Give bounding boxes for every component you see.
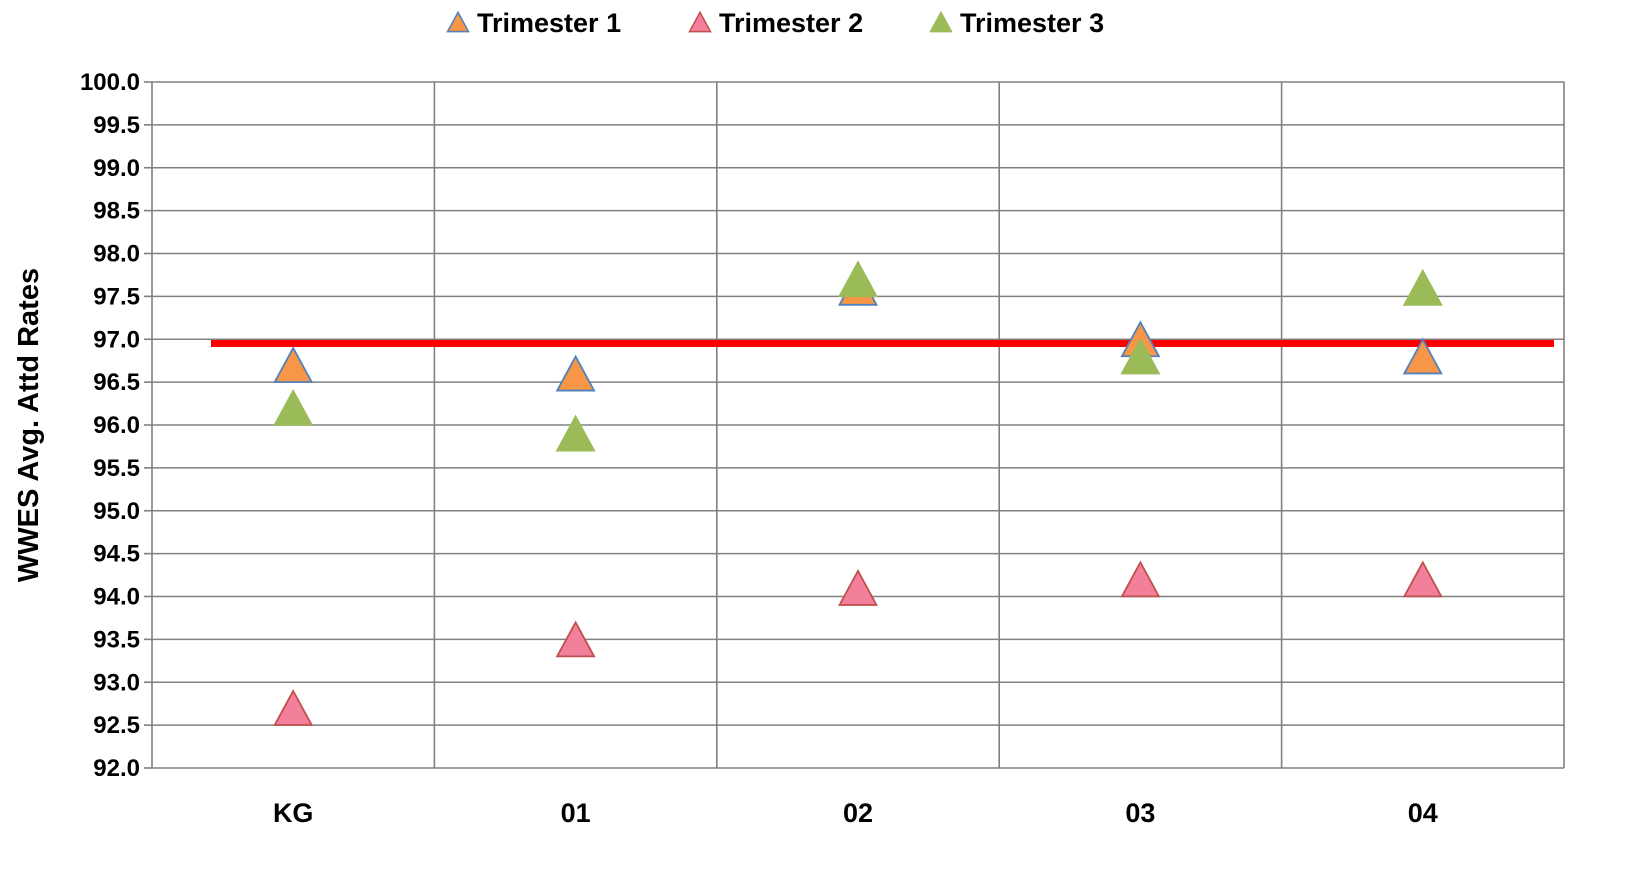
y-tick-label: 94.5 — [93, 541, 140, 568]
marker-trimester-3-04 — [1402, 268, 1443, 306]
y-tick-label: 95.5 — [93, 455, 140, 482]
y-tick-label: 93.5 — [93, 626, 140, 653]
y-tick-label: 98.5 — [93, 198, 140, 225]
legend-marker — [929, 10, 953, 33]
y-tick-label: 93.0 — [93, 669, 140, 696]
marker-trimester-2-03 — [1120, 560, 1161, 598]
marker-trimester-3-kg — [273, 388, 314, 426]
gridlines — [151, 81, 1565, 769]
data-markers — [273, 260, 1443, 726]
legend-marker — [446, 10, 470, 33]
marker-trimester-1-04 — [1402, 337, 1443, 375]
y-tick-label: 98.0 — [93, 241, 140, 268]
marker-trimester-3-03 — [1120, 337, 1161, 375]
y-tick-label: 95.0 — [93, 498, 140, 525]
y-tick-label: 92.5 — [93, 712, 140, 739]
x-tick-label: KG — [273, 798, 314, 828]
y-tick-label: 92.0 — [93, 755, 140, 782]
legend-label: Trimester 3 — [960, 8, 1104, 38]
y-tick-label: 97.0 — [93, 326, 140, 353]
x-tick-label: 02 — [843, 798, 873, 828]
marker-trimester-2-02 — [837, 569, 879, 606]
legend-label: Trimester 1 — [477, 8, 621, 38]
marker-trimester-2-04 — [1402, 560, 1443, 598]
marker-trimester-2-kg — [273, 689, 314, 726]
y-tick-label: 96.5 — [93, 369, 140, 396]
x-tick-label: 01 — [561, 798, 591, 828]
y-tick-label: 96.0 — [93, 412, 140, 439]
legend: Trimester 1 Trimester 2 Trimester 3 — [446, 8, 1104, 38]
y-tick-label: 99.0 — [93, 155, 140, 182]
legend-marker — [688, 10, 712, 33]
marker-trimester-1-kg — [273, 346, 314, 383]
marker-trimester-3-01 — [555, 414, 596, 452]
y-axis-title: WWES Avg. Attd Rates — [13, 268, 45, 582]
x-axis-ticks: KG 01 02 03 04 — [273, 798, 1438, 828]
y-axis-ticks: 92.0 92.5 93.0 93.5 94.0 94.5 95.0 95.5 96.0 96.5… — [80, 69, 152, 782]
y-tick-label: 94.0 — [93, 584, 140, 611]
marker-trimester-1-01 — [555, 354, 596, 392]
y-tick-label: 100.0 — [80, 69, 140, 96]
y-tick-label: 97.5 — [93, 283, 140, 310]
marker-trimester-2-01 — [555, 620, 596, 658]
y-tick-label: 99.5 — [93, 112, 140, 139]
x-tick-label: 04 — [1408, 798, 1438, 828]
marker-trimester-3-02 — [837, 260, 879, 298]
legend-label: Trimester 2 — [719, 8, 863, 38]
x-tick-label: 03 — [1125, 798, 1155, 828]
